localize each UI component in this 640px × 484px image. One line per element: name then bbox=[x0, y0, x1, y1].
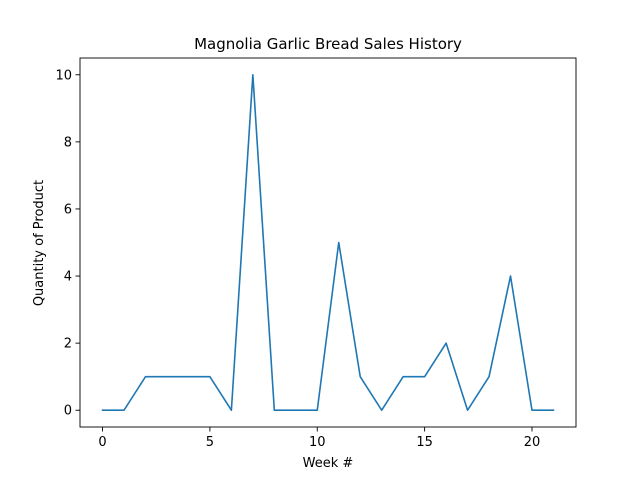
y-tick-label: 2 bbox=[64, 337, 72, 352]
x-tick-label: 15 bbox=[416, 435, 433, 450]
x-tick-label: 5 bbox=[206, 435, 214, 450]
y-tick-label: 8 bbox=[64, 135, 72, 150]
series-line-0 bbox=[101, 73, 555, 412]
x-tick-label: 0 bbox=[98, 435, 106, 450]
y-tick-label: 4 bbox=[64, 270, 72, 285]
y-tick-label: 10 bbox=[55, 68, 72, 83]
x-tick-label: 10 bbox=[309, 435, 326, 450]
plot-frame bbox=[79, 57, 577, 428]
plot-area: 0 5 10 15 20 0 2 4 6 8 10 bbox=[55, 57, 577, 450]
chart-title: Magnolia Garlic Bread Sales History bbox=[194, 35, 462, 53]
x-tick-label: 20 bbox=[524, 435, 541, 450]
x-axis-label: Week # bbox=[303, 456, 354, 471]
y-axis-label: Quantity of Product bbox=[32, 180, 47, 306]
y-tick-label: 6 bbox=[64, 202, 72, 217]
y-tick-label: 0 bbox=[64, 404, 72, 419]
